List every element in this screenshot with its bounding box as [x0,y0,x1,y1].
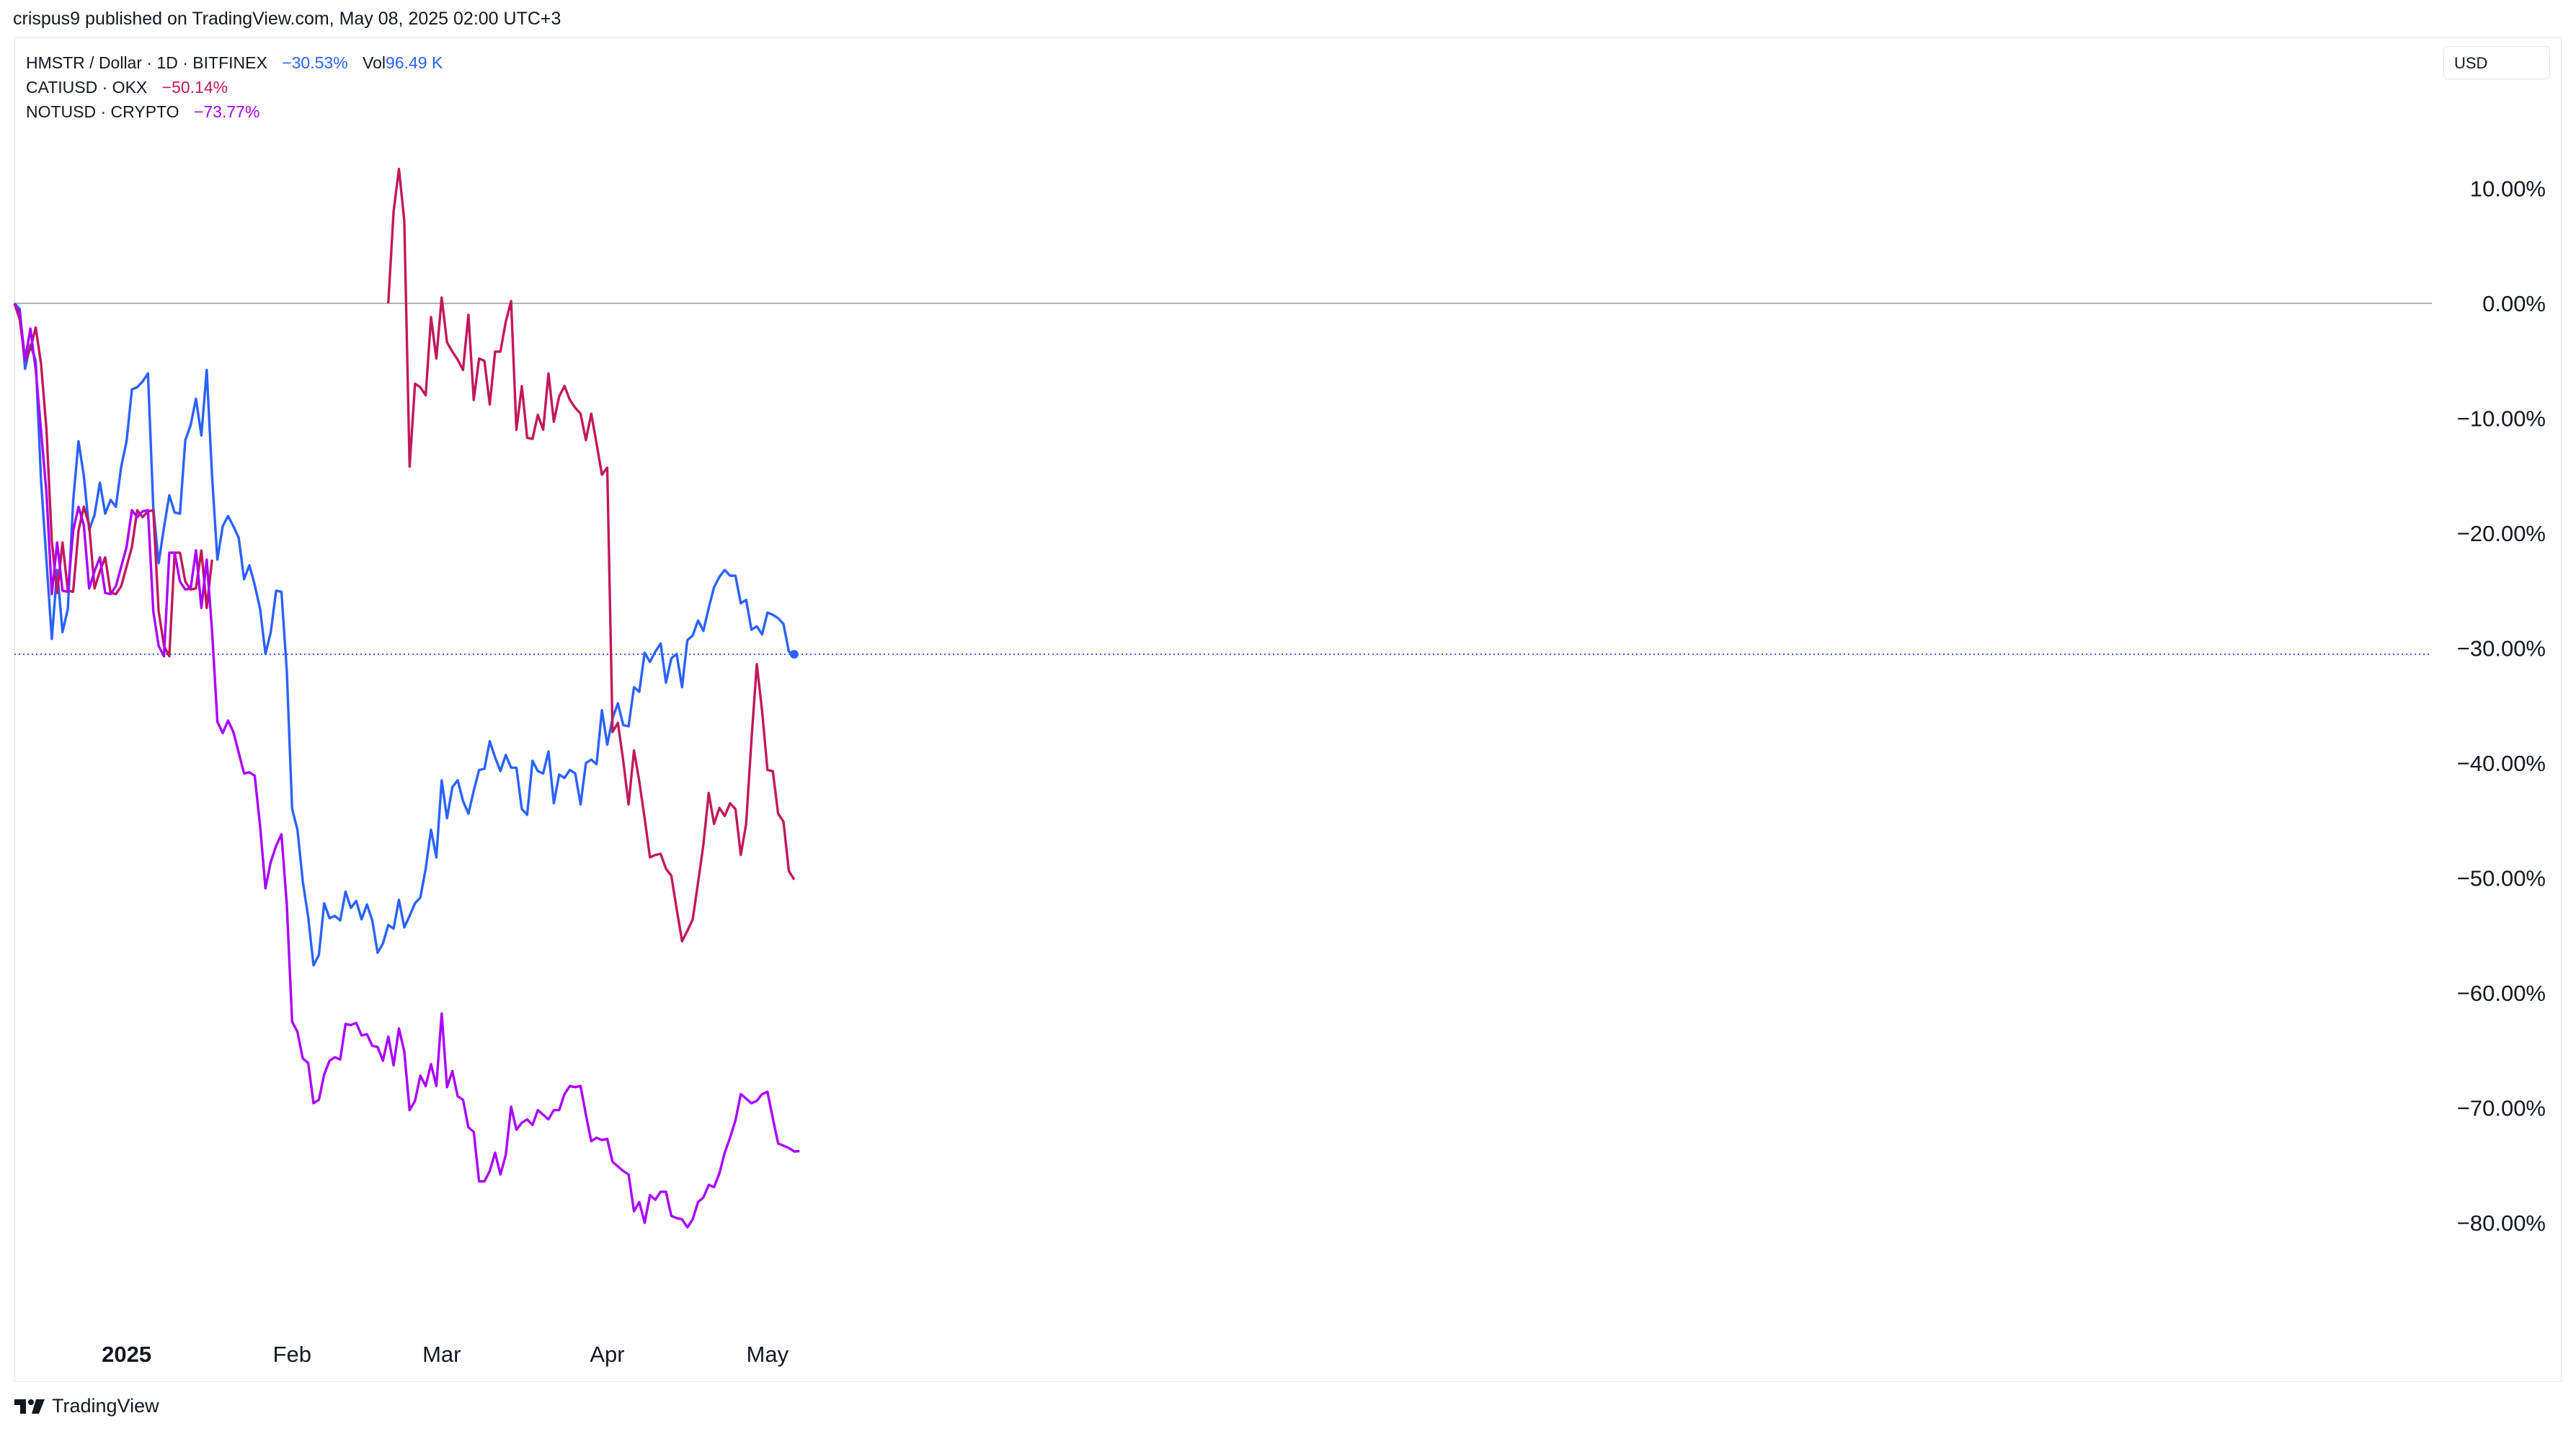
tradingview-brand-text: TradingView [52,1395,159,1417]
y-tick-label: −50.00% [2457,866,2546,891]
x-tick-label: Apr [590,1342,624,1367]
series-line-cati-part-1[interactable] [13,303,213,658]
x-tick-label: Feb [273,1342,311,1367]
y-tick-label: −10.00% [2457,406,2546,432]
x-tick-label: Mar [422,1342,461,1367]
legend-volume-value: 96.49 K [386,53,443,72]
series-line-hmstr[interactable] [13,302,795,967]
legend-change-cati: −50.14% [161,78,228,97]
last-value-marker [789,649,799,659]
price-axis: 10.00% 0.00% −10.00% −20.00% −30.00% −40.00% −… [2457,177,2546,1236]
series-line-cati-part-2[interactable] [387,167,796,942]
legend-change-not: −73.77% [193,102,260,121]
series-lines [13,167,800,1229]
y-tick-label: −40.00% [2457,751,2546,776]
time-axis: 2025 Feb Mar Apr May [102,1342,789,1367]
tradingview-logo[interactable]: TradingView [14,1395,159,1417]
chart-frame [14,37,2562,1382]
legend-volume-label: Vol [363,53,386,72]
y-tick-label: −30.00% [2457,636,2546,661]
legend-row-not[interactable]: NOTUSD · CRYPTO −73.77% [26,99,443,124]
reference-lines [14,303,2432,655]
currency-button[interactable]: USD [2443,46,2550,79]
y-tick-label: 0.00% [2482,291,2546,316]
legend-symbol-cati: CATIUSD · OKX [26,78,148,97]
y-tick-label: −70.00% [2457,1096,2546,1121]
publish-info: crispus9 published on TradingView.com, M… [13,9,561,29]
tradingview-logo-icon [14,1399,45,1414]
legend-symbol-not: NOTUSD · CRYPTO [26,102,179,121]
legend-change-hmstr: −30.53% [282,53,348,72]
y-tick-label: 10.00% [2470,177,2546,202]
x-tick-label: 2025 [102,1342,151,1367]
chart-legend: HMSTR / Dollar · 1D · BITFINEX −30.53% V… [26,50,443,124]
legend-row-cati[interactable]: CATIUSD · OKX −50.14% [26,75,443,99]
legend-symbol-hmstr: HMSTR / Dollar · 1D · BITFINEX [26,53,267,72]
series-line-not[interactable] [13,303,800,1229]
legend-row-hmstr[interactable]: HMSTR / Dollar · 1D · BITFINEX −30.53% V… [26,50,443,75]
y-tick-label: −60.00% [2457,981,2546,1006]
y-tick-label: −80.00% [2457,1211,2546,1236]
x-tick-label: May [747,1342,789,1367]
y-tick-label: −20.00% [2457,521,2546,546]
